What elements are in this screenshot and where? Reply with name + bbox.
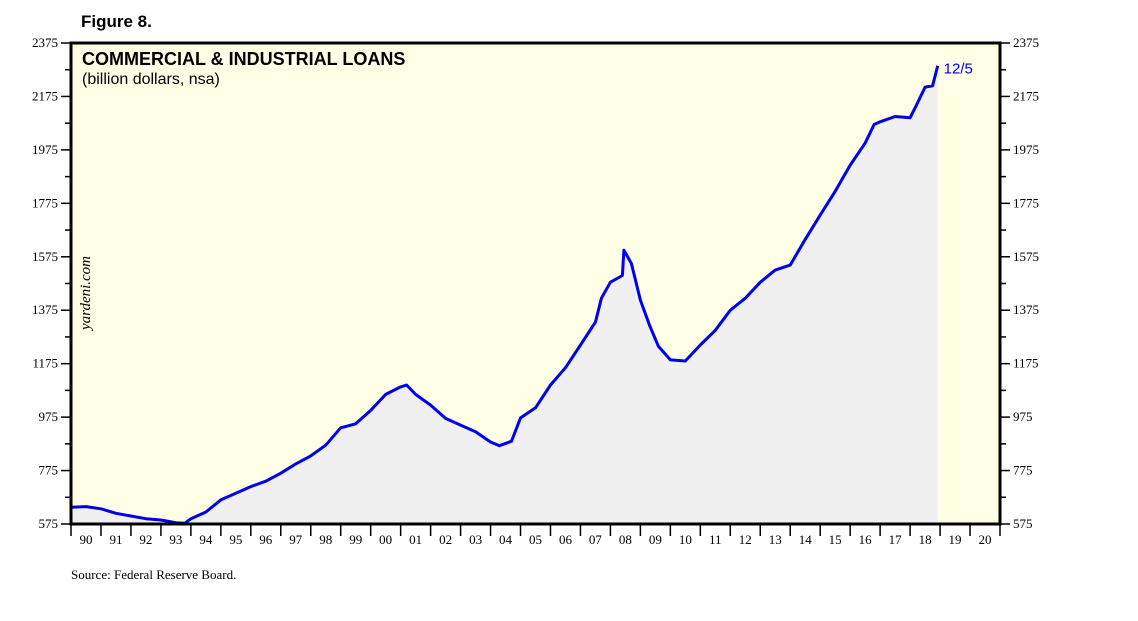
x-tick-label: 16 xyxy=(859,532,873,547)
y-tick-label-right: 1975 xyxy=(1013,142,1039,157)
y-tick-label-left: 1375 xyxy=(32,302,58,317)
x-tick-label: 08 xyxy=(619,532,632,547)
y-tick-label-right: 1375 xyxy=(1013,302,1039,317)
x-tick-label: 93 xyxy=(169,532,182,547)
data-line xyxy=(70,65,940,525)
y-tick-label-right: 2175 xyxy=(1013,88,1039,103)
y-tick-label-left: 2375 xyxy=(32,35,58,50)
x-tick-label: 07 xyxy=(589,532,603,547)
y-tick-label-right: 1175 xyxy=(1013,356,1039,371)
y-tick-label-left: 575 xyxy=(39,516,59,531)
x-tick-label: 02 xyxy=(439,532,452,547)
x-tick-label: 97 xyxy=(289,532,303,547)
x-tick-label: 00 xyxy=(379,532,392,547)
x-tick-label: 98 xyxy=(319,532,332,547)
x-tick-label: 92 xyxy=(139,532,152,547)
x-tick-label: 17 xyxy=(889,532,903,547)
x-tick-label: 05 xyxy=(529,532,542,547)
x-tick-label: 99 xyxy=(349,532,362,547)
x-tick-label: 03 xyxy=(469,532,482,547)
x-tick-label: 04 xyxy=(499,532,513,547)
source-note: Source: Federal Reserve Board. xyxy=(71,567,236,582)
x-tick-label: 10 xyxy=(679,532,692,547)
y-tick-label-right: 2375 xyxy=(1013,35,1039,50)
y-tick-label-left: 1575 xyxy=(32,249,58,264)
x-tick-label: 20 xyxy=(979,532,992,547)
x-tick-label: 11 xyxy=(709,532,722,547)
y-tick-label-left: 975 xyxy=(39,409,59,424)
x-tick-label: 95 xyxy=(229,532,242,547)
x-tick-label: 96 xyxy=(259,532,273,547)
watermark: yardeni.com xyxy=(78,256,94,332)
x-tick-label: 91 xyxy=(109,532,122,547)
y-tick-label-right: 975 xyxy=(1013,409,1033,424)
x-tick-label: 18 xyxy=(919,532,932,547)
x-tick-label: 12 xyxy=(739,532,752,547)
y-tick-label-left: 1775 xyxy=(32,195,58,210)
x-tick-label: 01 xyxy=(409,532,422,547)
x-tick-label: 90 xyxy=(79,532,92,547)
x-tick-label: 14 xyxy=(799,532,813,547)
x-tick-label: 15 xyxy=(829,532,842,547)
y-tick-label-right: 1575 xyxy=(1013,249,1039,264)
x-tick-label: 13 xyxy=(769,532,782,547)
figure-label: Figure 8. xyxy=(81,12,152,31)
y-tick-label-left: 775 xyxy=(39,463,59,478)
y-tick-label-right: 1775 xyxy=(1013,195,1039,210)
x-tick-label: 94 xyxy=(199,532,213,547)
y-tick-label-left: 1175 xyxy=(32,356,58,371)
y-tick-label-right: 775 xyxy=(1013,463,1033,478)
x-tick-label: 09 xyxy=(649,532,662,547)
y-tick-label-left: 1975 xyxy=(32,142,58,157)
chart-subtitle: (billion dollars, nsa) xyxy=(82,71,220,88)
y-tick-label-left: 2175 xyxy=(32,88,58,103)
chart-title: COMMERCIAL & INDUSTRIAL LOANS xyxy=(82,49,405,69)
x-tick-label: 19 xyxy=(949,532,962,547)
x-tick-label: 06 xyxy=(559,532,573,547)
end-annotation: 12/5 xyxy=(944,61,973,78)
area-fill xyxy=(71,65,938,524)
y-tick-label-right: 575 xyxy=(1013,516,1033,531)
